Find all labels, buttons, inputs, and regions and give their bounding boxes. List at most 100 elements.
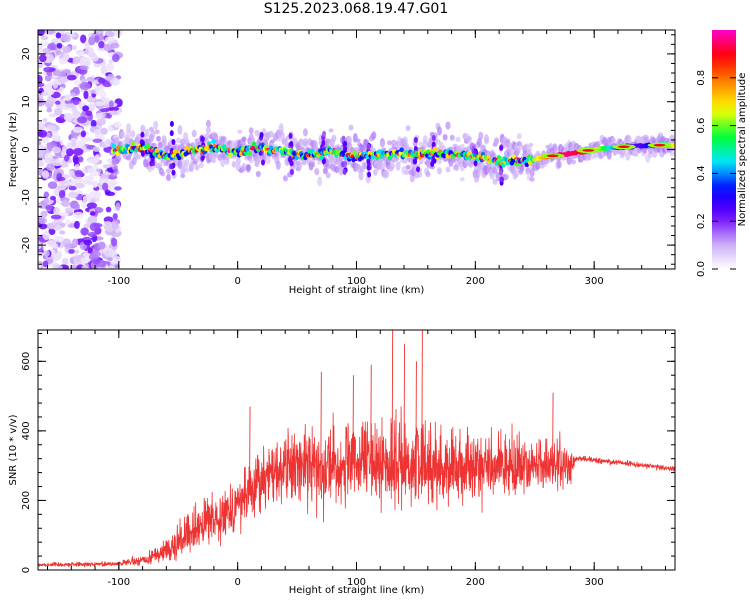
halo-blob xyxy=(379,141,385,148)
noise-blob xyxy=(39,54,47,63)
halo-blob xyxy=(602,138,608,144)
noise-blob xyxy=(60,70,67,78)
halo-blob xyxy=(282,175,288,182)
noise-blob xyxy=(93,128,103,135)
noise-blob xyxy=(84,46,95,56)
noise-blob xyxy=(89,222,100,232)
noise-blob xyxy=(62,174,70,179)
noise-blob xyxy=(94,101,104,107)
noise-blob xyxy=(99,108,110,113)
noise-blob xyxy=(71,45,77,51)
ridge-blob xyxy=(466,150,472,156)
streak-blob xyxy=(171,138,176,145)
halo-blob xyxy=(220,157,226,168)
noise-blob xyxy=(83,90,89,100)
ridge-blob xyxy=(114,151,120,156)
noise-blob xyxy=(76,50,85,57)
noise-blob xyxy=(58,212,69,217)
ridge-blob xyxy=(211,139,216,144)
streak-blob xyxy=(140,131,145,138)
halo-blob xyxy=(395,160,401,171)
halo-blob xyxy=(194,164,200,171)
streak-blob xyxy=(341,135,346,142)
noise-blob xyxy=(46,107,53,113)
halo-blob xyxy=(528,142,534,147)
noise-blob xyxy=(112,213,118,220)
noise-blob xyxy=(53,218,62,226)
noise-blob xyxy=(43,54,55,64)
halo-blob xyxy=(556,160,562,169)
noise-blob xyxy=(53,107,63,116)
halo-blob xyxy=(160,171,166,177)
ridge-blob xyxy=(130,141,136,146)
noise-blob xyxy=(82,195,93,202)
halo-blob xyxy=(177,159,183,170)
noise-blob xyxy=(86,103,96,113)
streak-blob xyxy=(288,132,293,139)
noise-blob xyxy=(66,148,74,157)
noise-blob xyxy=(82,60,91,67)
snr-y-tick-label: 0 xyxy=(21,567,32,573)
noise-blob xyxy=(104,63,115,72)
halo-blob xyxy=(130,130,136,138)
heatmap-y-tick-label: 20 xyxy=(21,48,32,61)
noise-blob xyxy=(108,250,118,259)
halo-blob xyxy=(325,163,331,170)
noise-blob xyxy=(42,260,49,268)
halo-blob xyxy=(493,137,499,145)
noise-blob xyxy=(108,100,114,108)
noise-blob xyxy=(46,163,55,172)
halo-blob xyxy=(317,176,323,187)
snr-x-tick-label: 100 xyxy=(347,577,366,588)
noise-blob xyxy=(38,216,48,225)
snr-y-axis-label: SNR (10 * v/v) xyxy=(8,414,19,485)
colorbar-tick-label: 0.4 xyxy=(696,165,707,181)
halo-blob xyxy=(389,162,395,170)
heatmap-x-axis-label: Height of straight line (km) xyxy=(289,285,425,296)
noise-blob xyxy=(108,58,114,65)
ridge-blob xyxy=(527,160,533,166)
halo-blob xyxy=(503,174,509,180)
halo-blob xyxy=(297,161,303,171)
halo-blob xyxy=(362,162,368,170)
heatmap-y-tick-label: 0 xyxy=(21,146,32,152)
noise-blob xyxy=(86,202,98,209)
snr-y-tick-label: 600 xyxy=(21,352,32,371)
noise-blob xyxy=(90,171,101,177)
halo-blob xyxy=(198,162,204,169)
ridge-segment-core xyxy=(617,145,630,149)
halo-blob xyxy=(312,140,318,150)
snr-spike xyxy=(552,392,554,466)
noise-blob xyxy=(68,170,75,178)
noise-blob xyxy=(55,49,62,56)
noise-blob xyxy=(68,249,75,254)
snr-x-tick-label: 0 xyxy=(234,577,240,588)
halo-blob xyxy=(466,136,472,142)
noise-blob xyxy=(102,164,110,169)
ridge-peak xyxy=(350,154,355,159)
streak-blob xyxy=(366,158,371,165)
noise-blob xyxy=(38,140,42,146)
noise-blob xyxy=(81,199,87,209)
noise-blob xyxy=(80,130,87,138)
halo-blob xyxy=(384,169,390,178)
streak-blob xyxy=(498,169,503,176)
halo-blob xyxy=(157,162,163,168)
noise-blob xyxy=(97,241,106,250)
halo-blob xyxy=(175,137,181,144)
noise-blob xyxy=(56,176,66,181)
ridge-blob xyxy=(671,143,675,147)
heatmap-x-tick-label: 200 xyxy=(466,276,485,287)
halo-blob xyxy=(245,164,251,171)
streak-blob xyxy=(289,140,294,147)
noise-blob xyxy=(65,103,76,108)
streak-blob xyxy=(499,145,504,152)
ridge-blob xyxy=(154,148,159,154)
halo-blob xyxy=(275,160,281,170)
noise-blob xyxy=(38,61,44,69)
noise-blob xyxy=(83,137,94,142)
noise-blob xyxy=(38,130,48,138)
noise-blob xyxy=(65,219,71,226)
snr-spike xyxy=(403,343,405,463)
streak-blob xyxy=(366,164,371,171)
